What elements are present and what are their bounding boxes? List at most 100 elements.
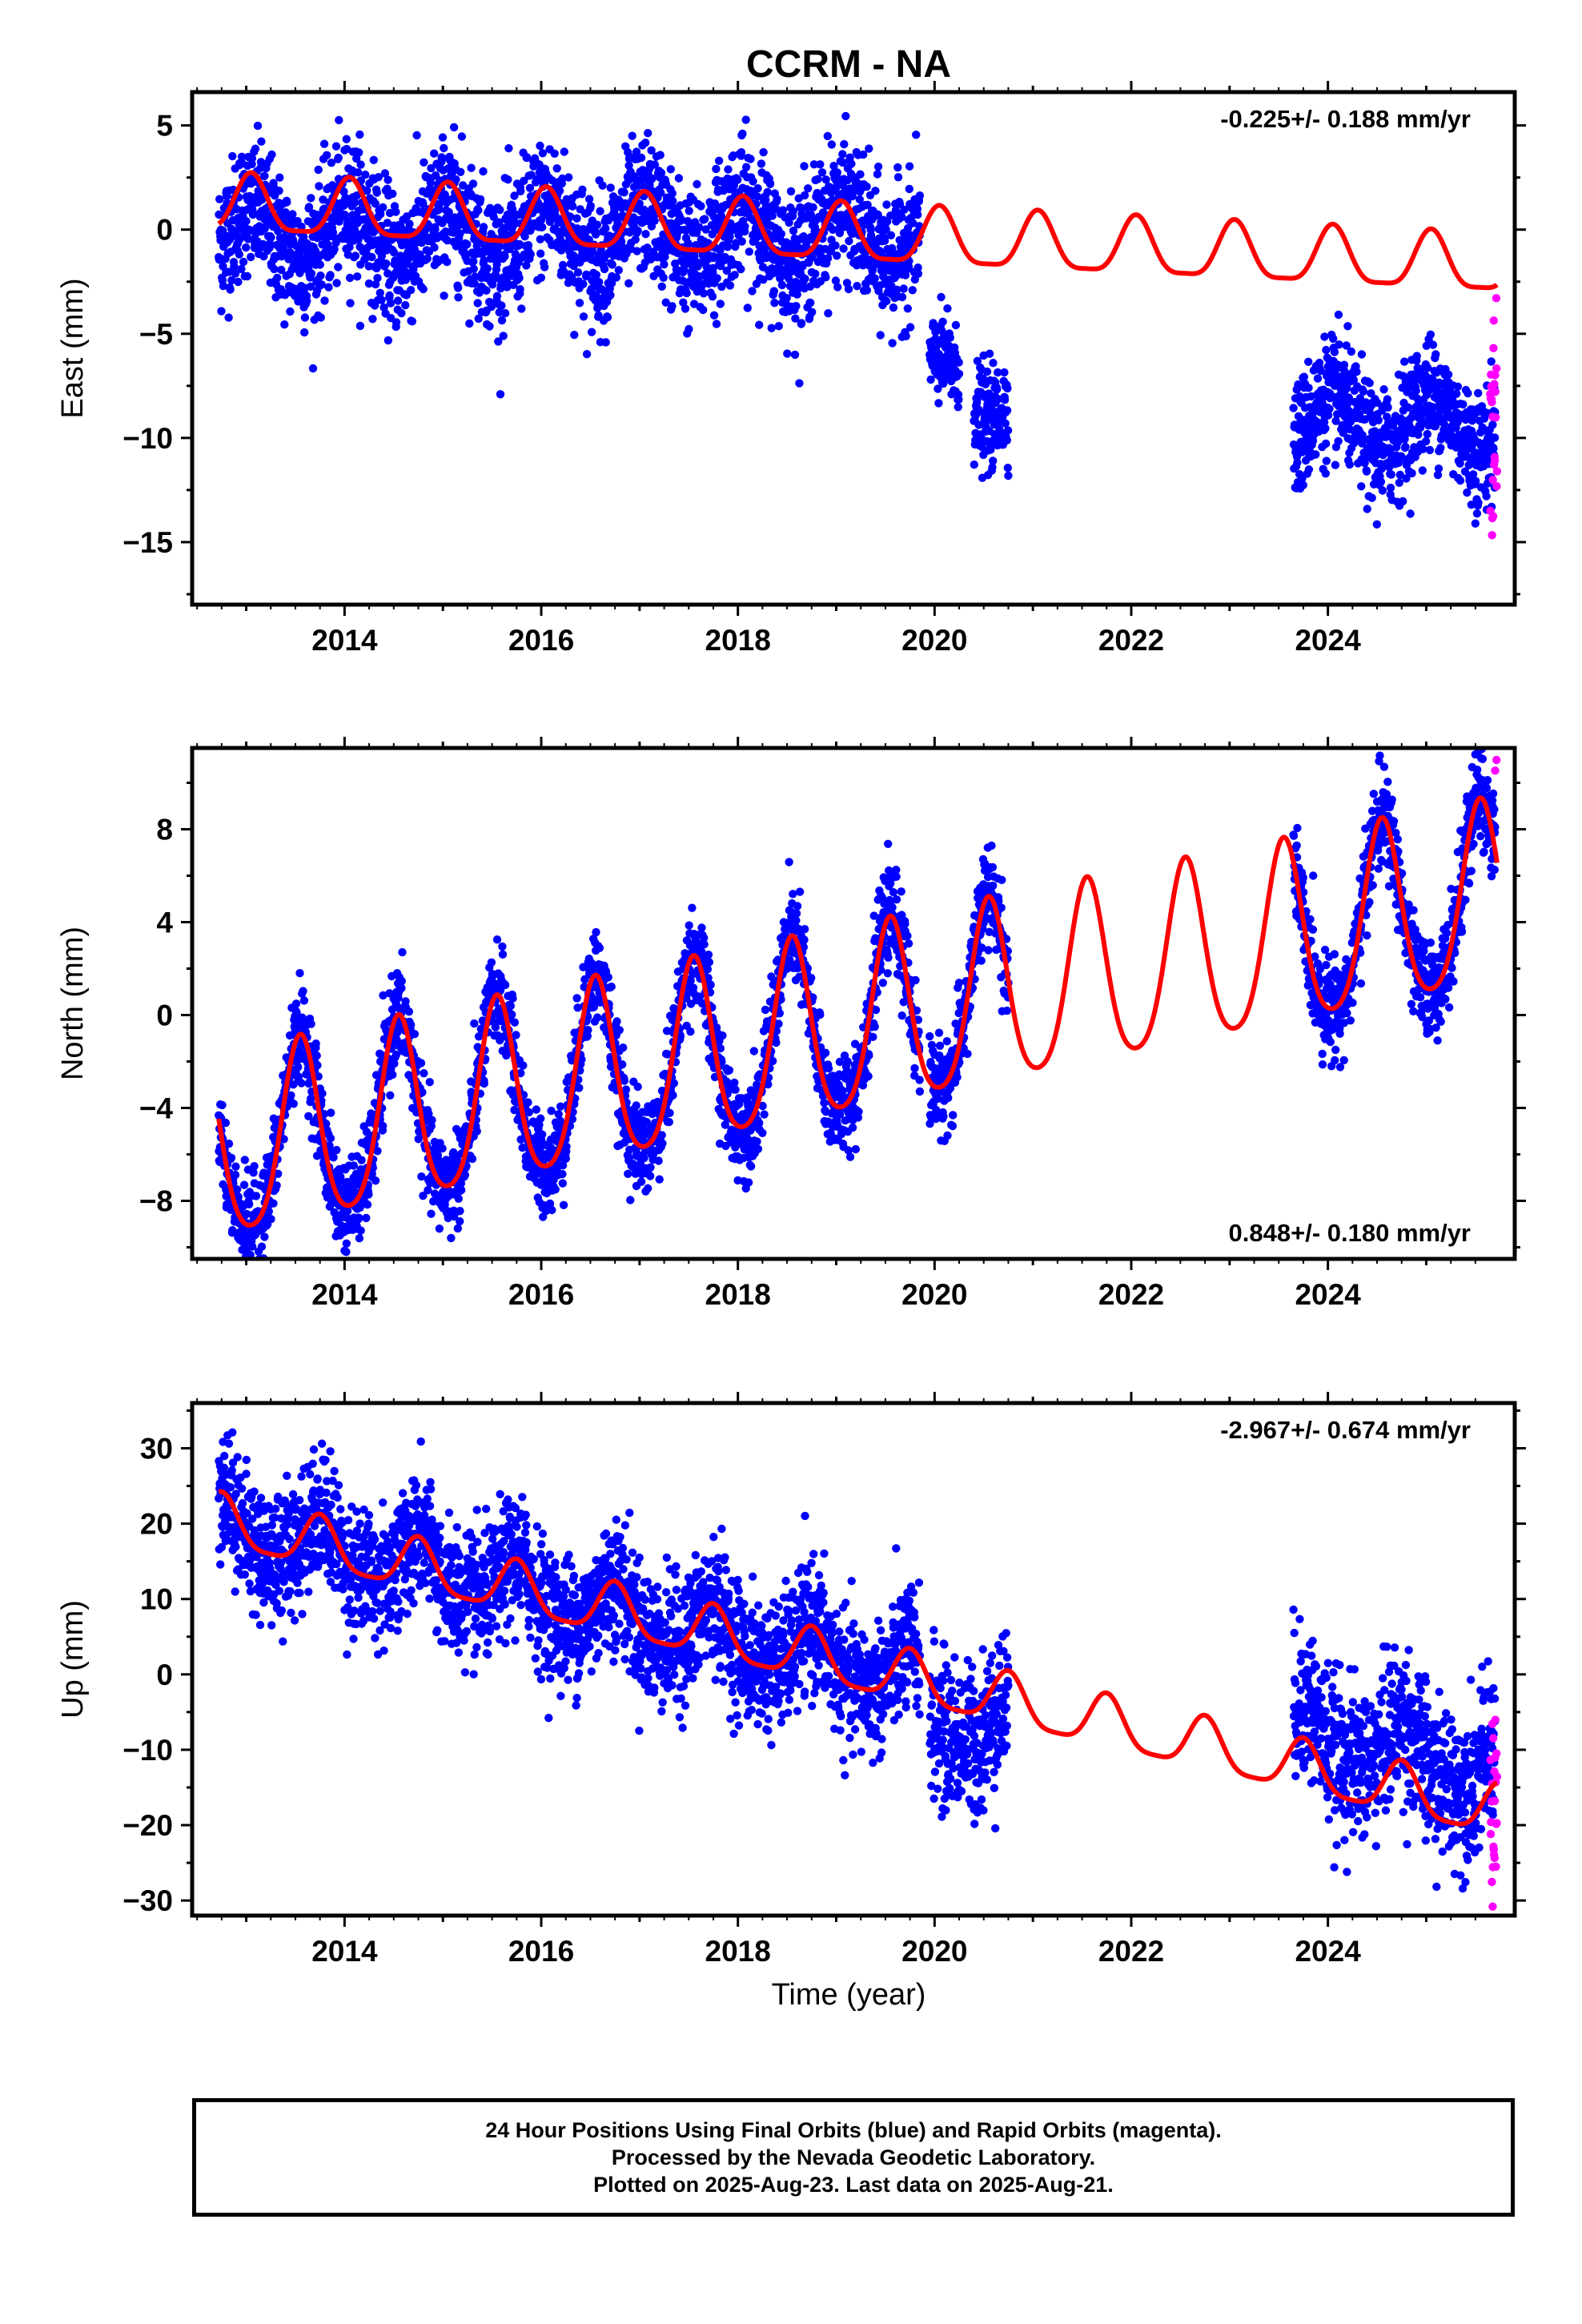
east-final-point xyxy=(796,203,805,212)
east-final-point xyxy=(873,211,882,219)
east-rapid-point xyxy=(1489,316,1499,325)
east-final-point xyxy=(288,210,297,219)
north-final-point xyxy=(558,1169,567,1179)
north-final-point xyxy=(487,958,496,967)
east-final-point xyxy=(790,350,800,360)
north-final-point xyxy=(254,1270,262,1278)
east-final-point xyxy=(323,151,331,159)
east-final-point xyxy=(423,254,432,263)
north-final-point xyxy=(362,1128,371,1136)
east-final-point xyxy=(224,267,234,276)
east-final-point xyxy=(364,279,374,288)
east-final-point xyxy=(765,179,775,188)
east-final-point xyxy=(273,273,282,283)
east-final-point xyxy=(988,463,997,472)
east-final-point xyxy=(1436,444,1445,452)
east-final-point xyxy=(355,148,363,157)
north-final-point xyxy=(272,1181,281,1190)
east-final-point xyxy=(601,224,610,233)
east-final-point xyxy=(661,298,670,307)
east-final-point xyxy=(729,151,738,160)
east-final-point xyxy=(824,309,833,318)
east-final-point xyxy=(575,299,584,308)
east-final-point xyxy=(656,168,666,178)
east-final-point xyxy=(1320,332,1329,341)
east-final-point xyxy=(1464,388,1472,398)
north-final-point xyxy=(279,1135,288,1144)
east-final-point xyxy=(701,225,710,234)
east-final-point xyxy=(631,235,640,244)
east-final-point xyxy=(951,320,961,330)
east-final-point xyxy=(215,195,224,203)
east-final-point xyxy=(853,282,861,291)
east-final-point xyxy=(905,323,915,332)
east-final-point xyxy=(1304,357,1313,366)
east-final-point xyxy=(558,260,568,270)
east-final-point xyxy=(584,235,593,244)
east-final-point xyxy=(247,252,255,262)
east-final-point xyxy=(351,251,360,260)
east-final-point xyxy=(383,175,392,184)
east-final-point xyxy=(470,279,479,288)
east-final-point xyxy=(385,291,394,300)
east-final-point xyxy=(504,144,513,153)
east-final-point xyxy=(795,379,804,388)
east-final-point xyxy=(640,205,648,215)
east-final-point xyxy=(827,140,837,149)
east-final-point xyxy=(1374,416,1383,424)
east-final-point xyxy=(1407,468,1416,478)
north-final-point xyxy=(435,1224,444,1233)
east-final-point xyxy=(485,322,494,331)
east-final-point xyxy=(709,311,719,320)
east-final-point xyxy=(334,153,343,163)
east-final-point xyxy=(934,384,942,393)
east-final-point xyxy=(476,195,485,204)
east-final-point xyxy=(440,292,448,300)
east-final-point xyxy=(1331,416,1340,425)
north-final-point xyxy=(404,1007,414,1016)
east-final-point xyxy=(579,279,588,288)
east-final-point xyxy=(525,183,535,192)
north-final-point xyxy=(289,1080,298,1089)
east-final-point xyxy=(790,234,799,243)
north-final-point xyxy=(257,1275,265,1283)
north-final-point xyxy=(294,1072,303,1081)
east-final-point xyxy=(809,203,817,212)
east-final-point xyxy=(1386,483,1395,493)
east-final-point xyxy=(1000,368,1009,377)
north-final-point xyxy=(287,1091,295,1100)
east-final-point xyxy=(677,215,686,224)
east-final-point xyxy=(247,154,257,163)
east-final-point xyxy=(500,308,510,318)
east-final-point xyxy=(452,175,460,184)
east-final-point xyxy=(841,111,850,121)
north-final-point xyxy=(249,1168,258,1177)
east-final-point xyxy=(1345,460,1355,469)
east-final-point xyxy=(332,279,341,287)
east-final-point xyxy=(847,159,856,168)
east-final-point xyxy=(650,160,660,169)
east-final-point xyxy=(712,164,721,174)
east-final-point xyxy=(520,176,528,185)
east-final-point xyxy=(379,203,387,212)
east-y-axis-label: East (mm) xyxy=(56,278,90,418)
north-final-point xyxy=(559,1200,568,1210)
east-final-point xyxy=(755,320,764,329)
east-final-point xyxy=(386,299,396,308)
east-x-tick-label: 2018 xyxy=(705,624,771,657)
east-final-point xyxy=(295,268,304,278)
north-final-point xyxy=(250,1162,259,1171)
east-final-point xyxy=(1311,450,1320,459)
north-final-point xyxy=(269,1199,278,1208)
north-final-point xyxy=(532,1105,540,1114)
east-final-point xyxy=(237,264,246,274)
east-final-point xyxy=(227,275,236,285)
east-x-tick-label: 2014 xyxy=(311,624,378,657)
east-final-point xyxy=(970,460,979,469)
east-final-point xyxy=(1463,411,1472,420)
east-final-point xyxy=(243,235,253,243)
east-final-point xyxy=(315,260,324,269)
east-final-point xyxy=(698,279,707,289)
east-final-point xyxy=(524,241,533,250)
